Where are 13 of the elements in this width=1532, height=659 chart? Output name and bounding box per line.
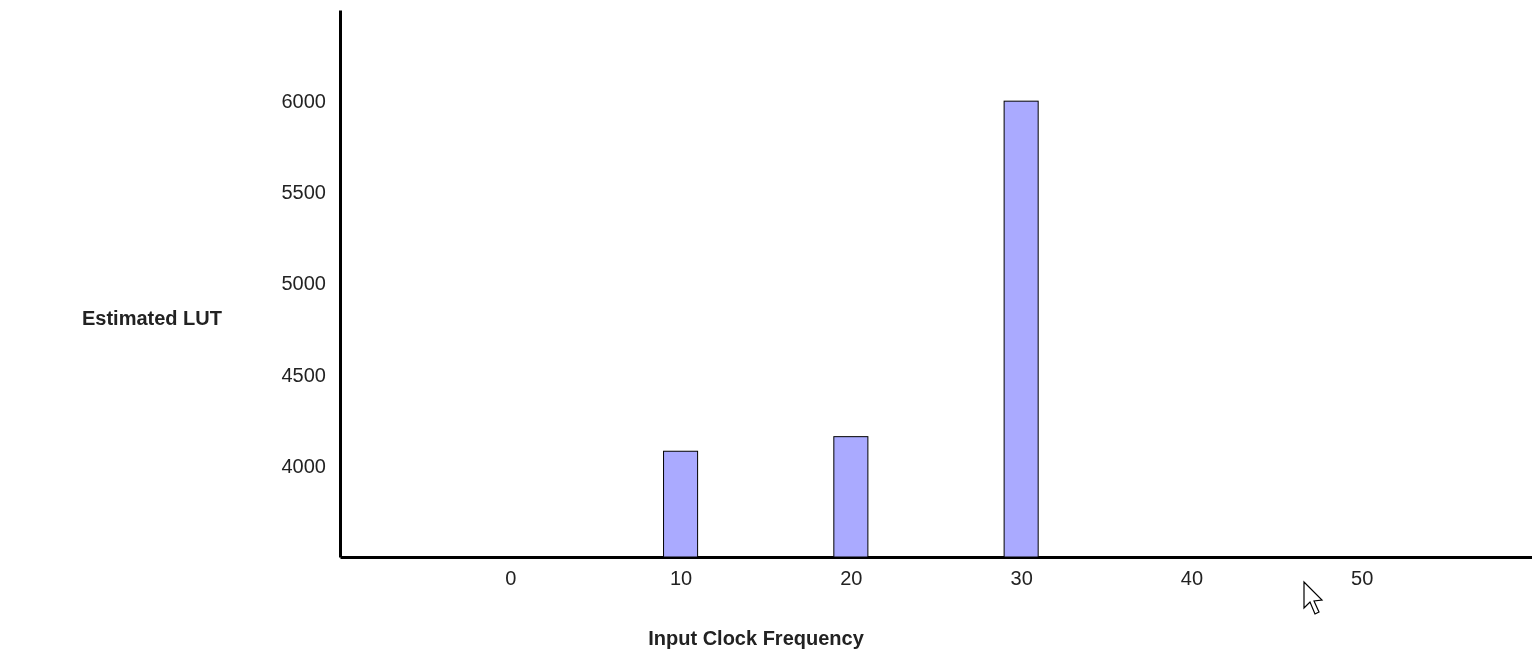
y-tick-label: 6000 (281, 90, 326, 113)
x-tick-label: 10 (669, 567, 693, 590)
y-tick-label: 5500 (281, 181, 326, 204)
y-axis-title: Estimated LUT (81, 307, 222, 329)
y-tick-label: 4000 (281, 454, 326, 477)
y-tick-label: 5000 (281, 272, 326, 295)
x-tick-label: 0 (505, 567, 517, 590)
x-tick-label: 20 (840, 567, 863, 590)
x-tick-label: 40 (1180, 567, 1204, 590)
x-tick-label: 30 (1010, 567, 1033, 590)
x-axis-title: Input Clock Frequency (648, 627, 865, 649)
x-tick-label: 50 (1351, 567, 1374, 590)
y-tick-label: 4500 (281, 363, 326, 386)
